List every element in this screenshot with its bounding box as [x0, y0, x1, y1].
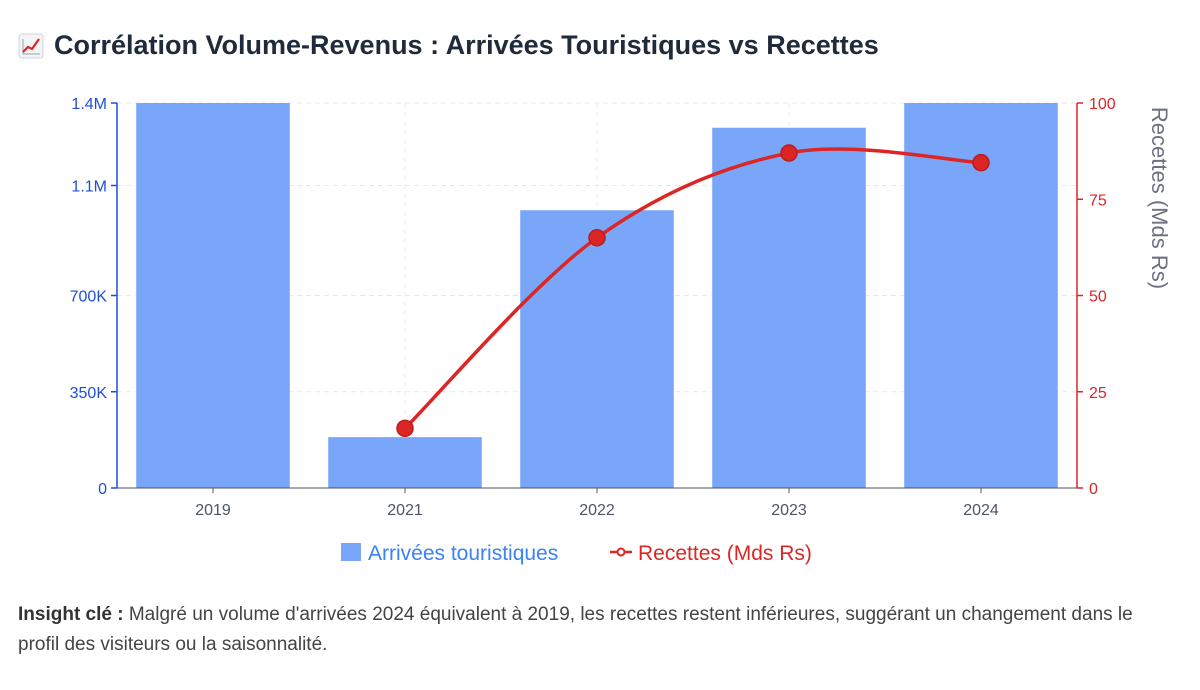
bar-2022: [520, 210, 674, 488]
bar-2019: [136, 103, 290, 488]
right-tick-label: 75: [1089, 192, 1107, 209]
right-tick-label: 25: [1089, 385, 1107, 402]
x-tick-label: 2022: [579, 502, 615, 519]
legend-label-bars: Arrivées touristiques: [368, 542, 558, 565]
chart-title: Corrélation Volume-Revenus : Arrivées To…: [18, 30, 879, 61]
left-tick-label: 1.1M: [71, 179, 107, 196]
legend-swatch-marker: [616, 547, 626, 557]
right-tick-label: 100: [1089, 96, 1116, 113]
left-tick-label: 700K: [70, 289, 108, 306]
bar-2021: [328, 437, 482, 488]
recettes-line: [403, 147, 982, 430]
right-tick-label: 0: [1089, 481, 1098, 498]
insight-text: Malgré un volume d'arrivées 2024 équival…: [18, 604, 1133, 655]
recettes-point-2021: [396, 419, 414, 438]
chart-increasing-icon: [18, 33, 44, 59]
insight-label: Insight clé :: [18, 604, 124, 625]
chart-title-text: Corrélation Volume-Revenus : Arrivées To…: [54, 30, 879, 60]
legend-label-line: Recettes (Mds Rs): [638, 542, 812, 565]
recettes-point-2022: [588, 229, 606, 247]
left-tick-label: 1.4M: [71, 96, 107, 113]
right-tick-label: 50: [1089, 289, 1107, 306]
recettes-point-2024: [972, 153, 990, 172]
legend-swatch-bars: [341, 543, 361, 561]
bar-2023: [712, 127, 866, 488]
x-tick-label: 2024: [963, 502, 999, 519]
left-tick-label: 0: [98, 481, 107, 498]
x-tick-label: 2023: [771, 502, 807, 519]
dual-axis-chart: 0 350K 700K 1.1M 1.4M 0 25 50 75 100 2019 2021 2022 2…: [70, 96, 1172, 565]
x-tick-label: 2021: [387, 502, 423, 519]
insight-box: Insight clé : Malgré un volume d'arrivée…: [18, 600, 1168, 660]
x-tick-label: 2019: [195, 502, 231, 519]
recettes-point-2023: [780, 144, 798, 162]
left-tick-label: 350K: [70, 385, 108, 402]
right-axis-title: Recettes (Mds Rs): [1147, 107, 1172, 289]
